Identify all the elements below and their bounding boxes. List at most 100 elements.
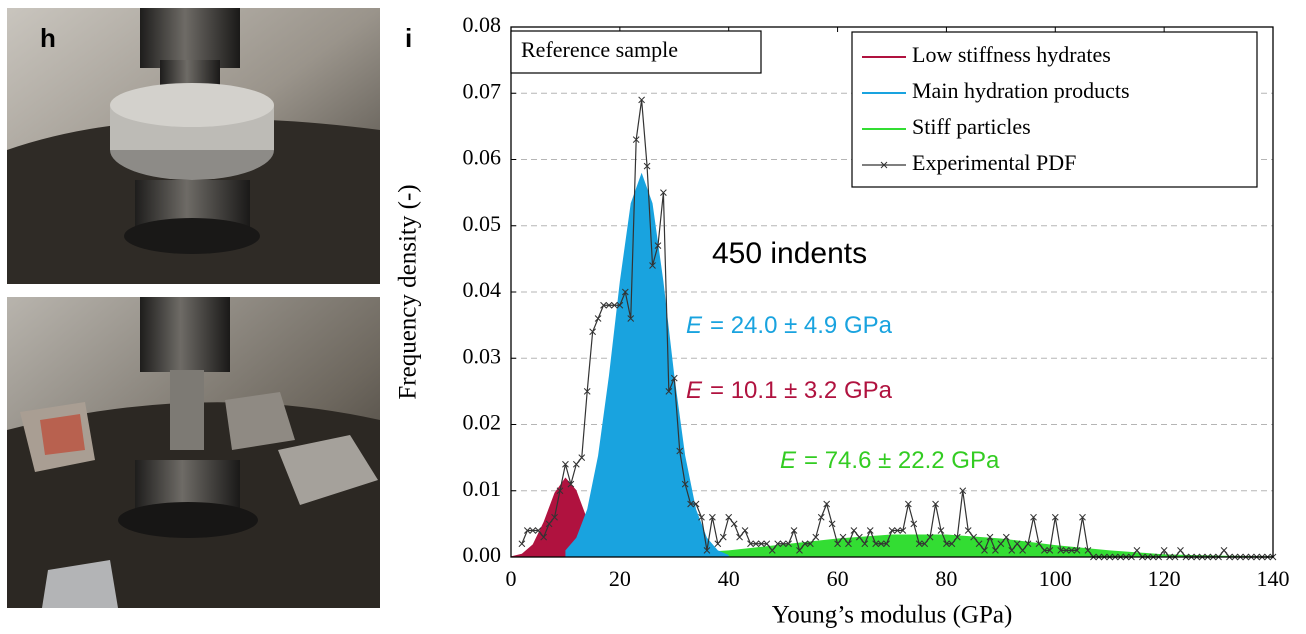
y-tick-label: 0.02	[463, 410, 502, 435]
y-tick-label: 0.01	[463, 476, 502, 501]
inset-box	[510, 30, 762, 74]
x-tick-label: 40	[718, 566, 740, 591]
y-tick-label: 0.07	[463, 78, 502, 103]
annotation-text: 450 indents	[712, 237, 867, 270]
marker	[752, 540, 760, 548]
marker	[823, 500, 831, 508]
marker	[681, 480, 689, 488]
marker	[1160, 547, 1168, 554]
x-tick-label: 100	[1039, 566, 1072, 591]
marker	[730, 520, 738, 528]
annotation-text: = 74.6 ± 22.2 GPa	[804, 447, 1000, 474]
photo-bottom	[7, 297, 380, 608]
x-tick-label: 80	[935, 566, 957, 591]
y-tick-label: 0.05	[463, 211, 502, 236]
marker	[1046, 547, 1054, 554]
y-axis-label: Frequency density (-)	[395, 184, 422, 399]
marker	[758, 540, 765, 548]
marker	[1079, 513, 1086, 521]
marker	[692, 500, 700, 508]
marker	[627, 315, 635, 322]
marker	[747, 540, 754, 548]
y-tick-label: 0.04	[463, 277, 502, 302]
marker	[621, 288, 629, 296]
marker	[725, 513, 733, 521]
panel-label: i	[405, 23, 412, 53]
annotation: E = 10.1 ± 3.2 GPa	[686, 377, 893, 404]
marker	[926, 533, 934, 541]
marker	[714, 540, 722, 548]
marker	[551, 513, 558, 521]
marker	[790, 527, 798, 534]
marker	[556, 487, 564, 495]
area	[565, 172, 729, 557]
area	[511, 534, 1273, 557]
marker	[763, 540, 771, 548]
marker	[883, 540, 890, 548]
marker	[698, 513, 705, 521]
marker	[616, 301, 624, 309]
annotation-symbol: E	[686, 312, 703, 339]
y-tick-label: 0.00	[463, 542, 502, 567]
y-tick-label: 0.06	[463, 145, 502, 170]
legend-label: Experimental PDF	[912, 150, 1076, 175]
photo-top: h	[7, 8, 380, 284]
marker	[785, 540, 792, 548]
annotation: E = 24.0 ± 4.9 GPa	[686, 312, 893, 339]
marker	[959, 487, 967, 495]
legend-box	[851, 31, 1258, 188]
marker	[589, 328, 596, 336]
marker	[741, 527, 749, 534]
marker	[600, 301, 607, 309]
marker	[953, 533, 961, 541]
x-tick-label: 120	[1148, 566, 1181, 591]
marker	[801, 540, 809, 548]
marker	[986, 533, 994, 541]
marker	[834, 540, 841, 548]
marker	[649, 262, 656, 269]
x-tick-label: 140	[1257, 566, 1290, 591]
marker	[1220, 547, 1228, 554]
marker	[877, 540, 885, 548]
marker	[915, 540, 923, 548]
annotation-symbol: E	[780, 447, 797, 474]
legend-label: Low stiffness hydrates	[912, 42, 1111, 67]
marker	[660, 189, 667, 196]
marker	[1002, 533, 1010, 541]
marker	[687, 500, 694, 508]
marker	[796, 547, 803, 554]
marker	[1062, 547, 1070, 554]
marker	[817, 513, 825, 521]
marker	[534, 527, 542, 534]
marker	[1030, 513, 1037, 521]
marker	[583, 388, 591, 395]
marker	[1084, 547, 1092, 554]
marker	[703, 547, 711, 554]
marker	[975, 540, 983, 548]
marker	[518, 540, 526, 548]
marker	[594, 315, 602, 322]
plot: 0.00 0.01 0.02 0.03 0.04 0.05 0.06 0.07 0.08 0 20 4…	[395, 12, 1290, 629]
legend-marker	[880, 161, 888, 169]
marker	[638, 96, 645, 104]
marker	[828, 520, 836, 528]
marker	[948, 540, 956, 548]
inset-label: Reference sample	[521, 37, 678, 62]
marker	[1177, 547, 1184, 554]
marker	[567, 480, 575, 488]
annotation: E = 74.6 ± 22.2 GPa	[780, 447, 1000, 474]
marker	[670, 374, 678, 382]
legend-label: Main hydration products	[912, 78, 1130, 103]
marker	[562, 460, 569, 468]
marker	[921, 540, 929, 548]
marker	[964, 527, 972, 534]
marker	[540, 533, 548, 541]
marker	[774, 540, 782, 548]
marker	[1041, 547, 1048, 554]
y-tick-label: 0.08	[463, 12, 502, 37]
x-tick-label: 60	[827, 566, 849, 591]
marker	[1073, 547, 1081, 554]
marker	[899, 527, 907, 534]
